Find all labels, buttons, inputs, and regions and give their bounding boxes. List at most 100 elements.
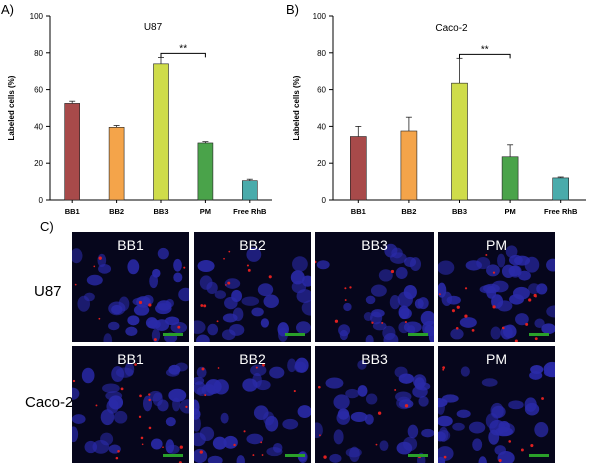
particle	[390, 269, 395, 274]
nucleus	[265, 415, 279, 432]
nucleus	[150, 438, 163, 450]
micrograph-image	[438, 361, 555, 463]
particle	[443, 455, 447, 459]
particle	[438, 293, 441, 296]
particle	[148, 393, 151, 396]
nucleus	[194, 432, 206, 447]
y-tick-label: 80	[34, 49, 43, 58]
nucleus	[378, 269, 393, 282]
nucleus	[72, 248, 83, 264]
nucleus	[450, 328, 464, 340]
particle	[404, 320, 407, 324]
micrograph-image	[72, 247, 189, 342]
particle	[334, 319, 339, 323]
nucleus	[72, 414, 86, 424]
particle	[115, 456, 119, 460]
particle	[225, 284, 227, 286]
particle	[148, 426, 152, 430]
particle	[204, 394, 207, 397]
particle	[541, 397, 544, 400]
particle	[177, 325, 181, 329]
panel-label-a: A)	[1, 2, 14, 17]
x-tick-label: PM	[504, 207, 515, 216]
particle	[349, 286, 352, 289]
particle	[199, 450, 203, 454]
micrograph-label: BB3	[361, 237, 388, 253]
nucleus	[357, 360, 367, 370]
nucleus	[336, 410, 351, 425]
scale-bar	[408, 333, 428, 336]
nucleus	[297, 405, 311, 419]
particle	[247, 268, 251, 272]
nucleus	[395, 391, 412, 402]
nucleus	[296, 289, 311, 304]
particle	[134, 363, 137, 366]
nucleus	[147, 319, 161, 330]
particle	[183, 266, 186, 269]
nucleus	[365, 334, 374, 342]
nucleus	[403, 284, 417, 300]
nucleus	[399, 308, 412, 319]
nucleus	[372, 321, 387, 331]
particle	[201, 367, 205, 371]
nucleus	[472, 438, 483, 451]
particle	[534, 295, 537, 298]
nucleus	[113, 410, 128, 424]
particle	[117, 450, 120, 453]
nucleus	[72, 426, 79, 443]
row-label-caco2: Caco-2	[25, 394, 74, 411]
micrograph-u87-bb1: BB1	[72, 232, 189, 342]
scale-bar	[163, 454, 183, 457]
scale-bar	[285, 333, 305, 336]
nucleus	[111, 366, 125, 383]
nucleus	[197, 260, 215, 273]
nucleus	[168, 388, 187, 402]
particle	[227, 281, 231, 285]
particle	[140, 436, 144, 440]
nucleus	[438, 431, 446, 442]
nucleus	[438, 399, 445, 415]
nucleus	[81, 367, 95, 384]
nucleus	[207, 323, 219, 336]
nucleus	[365, 295, 376, 305]
nucleus	[412, 385, 428, 398]
particle	[268, 275, 272, 279]
nucleus	[84, 440, 98, 454]
y-tick-label: 100	[30, 12, 44, 21]
nucleus	[84, 292, 95, 302]
nucleus	[255, 380, 271, 391]
nucleus	[269, 366, 285, 379]
particle	[148, 303, 152, 307]
nucleus	[370, 311, 383, 325]
nucleus	[168, 364, 181, 375]
nucleus	[127, 259, 140, 275]
particle	[148, 398, 151, 402]
particle	[377, 411, 382, 415]
panel-label-b: B)	[286, 2, 299, 17]
particle	[344, 299, 347, 302]
particle	[262, 363, 265, 367]
particle	[228, 250, 231, 253]
nucleus	[468, 421, 486, 434]
bar-free-rhb	[552, 177, 570, 201]
bar-bb1	[64, 103, 80, 201]
particle	[233, 443, 236, 447]
x-tick-label: Free RhB	[544, 207, 578, 216]
nucleus	[478, 456, 487, 463]
nucleus	[329, 453, 342, 463]
bar-pm	[501, 156, 519, 201]
nucleus	[111, 304, 123, 315]
nucleus	[290, 270, 305, 285]
particle	[525, 322, 529, 326]
particle	[200, 304, 204, 307]
row-label-u87: U87	[34, 283, 62, 300]
particle	[179, 445, 183, 449]
micrograph-label: BB2	[239, 237, 266, 253]
nucleus	[213, 379, 229, 395]
micrograph-label: PM	[486, 351, 507, 367]
chart-title: Caco-2	[435, 23, 468, 34]
y-axis-label: Labeled cells (%)	[7, 75, 16, 140]
particle	[381, 322, 384, 324]
panel-label-c: C)	[40, 219, 54, 234]
nucleus	[298, 451, 308, 463]
